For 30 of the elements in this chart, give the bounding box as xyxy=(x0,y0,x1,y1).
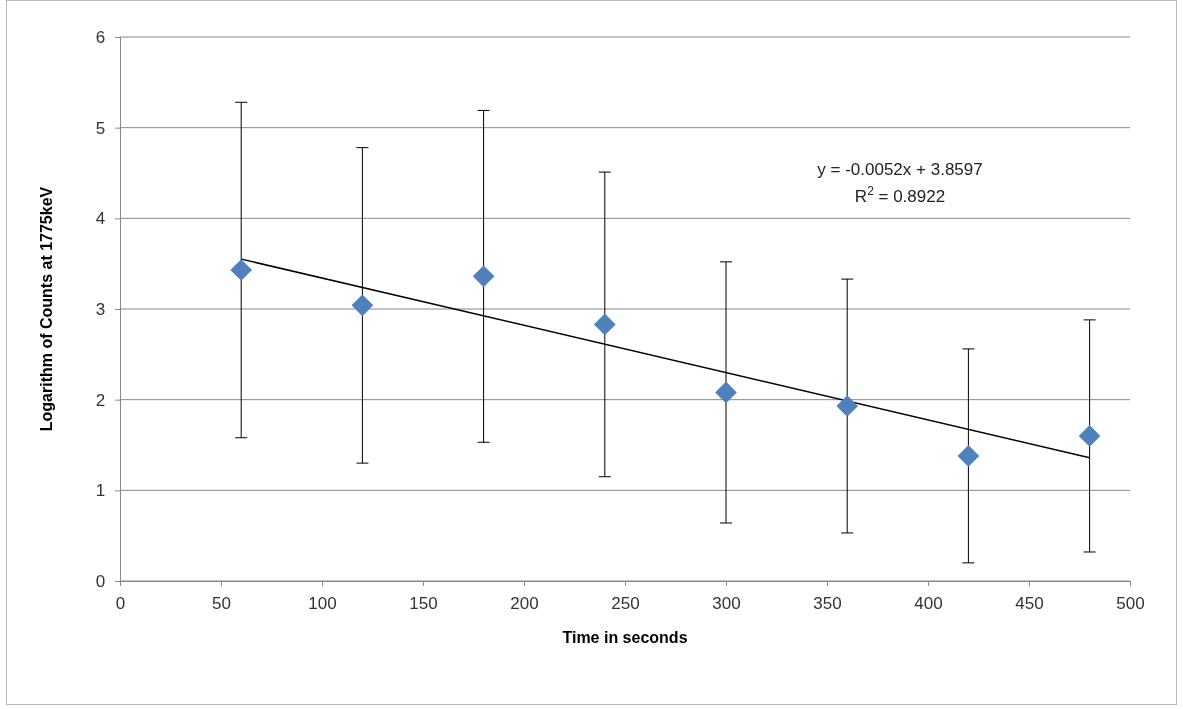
x-tick-label: 150 xyxy=(409,594,438,614)
y-tick-label: 3 xyxy=(95,299,106,319)
point xyxy=(836,395,859,417)
y-axis-title: Logarithm of Counts at 1775keV xyxy=(38,186,55,432)
annotation: y = -0.0052x + 3.8597 xyxy=(817,160,983,179)
y-tick-label: 1 xyxy=(95,481,106,501)
point xyxy=(1078,425,1101,447)
x-tick-label: 100 xyxy=(308,594,337,614)
x-tick-label: 250 xyxy=(611,594,640,614)
y-tick-label: 0 xyxy=(95,571,106,591)
x-tick-label: 0 xyxy=(115,594,126,614)
point xyxy=(957,445,980,467)
x-tick-label: 350 xyxy=(813,594,842,614)
point xyxy=(351,294,374,317)
point xyxy=(230,259,253,281)
x-axis-title: Time in seconds xyxy=(562,629,688,646)
point xyxy=(472,265,495,288)
y-tick-label: 5 xyxy=(95,118,106,138)
x-tick-label: 500 xyxy=(1116,594,1145,614)
x-tick-label: 50 xyxy=(212,594,231,614)
y-tick-label: 2 xyxy=(95,390,106,410)
x-tick-label: 450 xyxy=(1015,594,1044,614)
x-tick-label: 300 xyxy=(712,594,741,614)
y-tick-label: 4 xyxy=(95,209,106,229)
y-tick-label: 6 xyxy=(95,27,106,47)
point xyxy=(593,313,616,336)
annotation: R$^{2}$ = 0.8922 xyxy=(854,184,946,206)
x-tick-label: 400 xyxy=(914,594,943,614)
x-tick-label: 200 xyxy=(510,594,539,614)
point xyxy=(715,381,737,404)
